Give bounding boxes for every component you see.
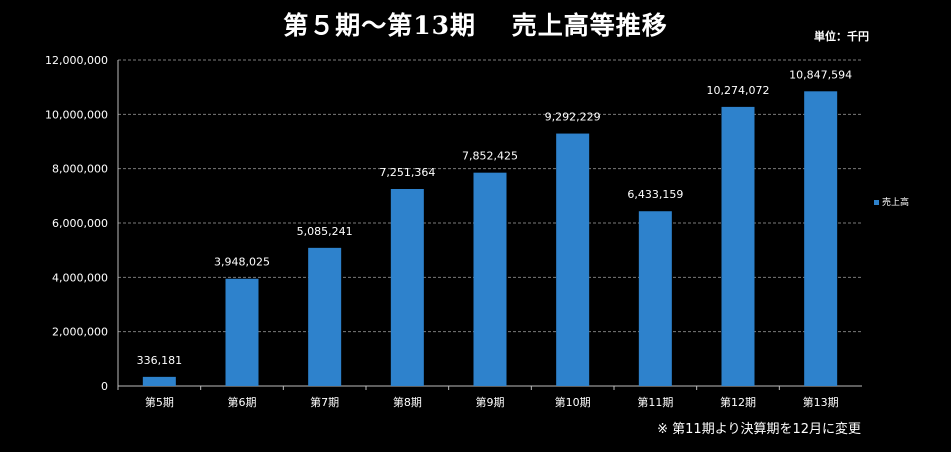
bar: [473, 172, 507, 386]
data-label: 10,274,072: [707, 84, 770, 97]
y-tick-label: 0: [101, 380, 108, 393]
data-label: 7,852,425: [462, 150, 518, 163]
data-label: 3,948,025: [214, 256, 270, 269]
x-tick-label: 第10期: [555, 395, 591, 409]
bar: [556, 133, 590, 386]
bar: [308, 247, 342, 386]
x-tick-label: 第6期: [228, 395, 257, 409]
y-tick-label: 8,000,000: [52, 163, 108, 176]
data-label: 336,181: [137, 354, 183, 367]
y-tick-label: 4,000,000: [52, 271, 108, 284]
chart-title: 第５期～第13期 売上高等推移: [283, 11, 668, 40]
bar: [804, 91, 838, 386]
y-tick-label: 2,000,000: [52, 326, 108, 339]
x-tick-label: 第9期: [476, 395, 505, 409]
x-tick-label: 第7期: [310, 395, 339, 409]
unit-label: 単位：千円: [814, 30, 869, 43]
x-tick-label: 第5期: [145, 395, 174, 409]
legend-label: 売上高: [882, 196, 909, 208]
y-tick-label: 10,000,000: [45, 108, 108, 121]
y-tick-label: 12,000,000: [45, 54, 108, 67]
bar: [638, 211, 672, 386]
bar: [390, 189, 424, 386]
bar: [721, 106, 755, 387]
bar: [225, 278, 259, 386]
legend-swatch: [874, 200, 879, 205]
data-label: 7,251,364: [379, 166, 435, 179]
data-label: 6,433,159: [627, 188, 683, 201]
footnote: ※ 第11期より決算期を12月に変更: [657, 422, 861, 437]
data-label: 10,847,594: [789, 68, 852, 81]
x-tick-label: 第8期: [393, 395, 422, 409]
bar: [142, 376, 176, 386]
x-tick-label: 第12期: [720, 395, 756, 409]
x-tick-label: 第11期: [637, 395, 673, 409]
x-tick-label: 第13期: [803, 395, 839, 409]
y-tick-label: 6,000,000: [52, 217, 108, 230]
data-label: 5,085,241: [297, 225, 353, 238]
data-label: 9,292,229: [545, 111, 601, 124]
